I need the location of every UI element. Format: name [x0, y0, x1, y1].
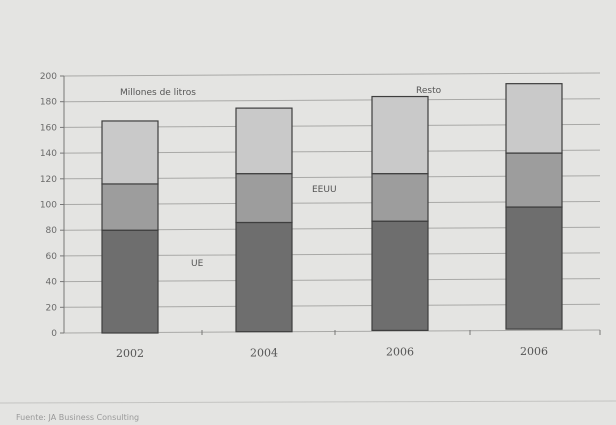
x-axis: 2002 2004 2006 2006 [116, 345, 548, 360]
y-tick-label: 100 [40, 201, 57, 211]
y-tick-label: 0 [51, 329, 57, 339]
source-note: Fuente: JA Business Consulting [16, 413, 139, 422]
y-tick-label: 140 [40, 149, 57, 159]
y-axis-label: Millones de litros [120, 88, 196, 98]
bar-stack-1 [101, 120, 159, 334]
y-tick-label: 20 [46, 303, 58, 313]
series-label-eeuu: EEUU [312, 185, 337, 195]
bar-segment-resto [235, 107, 293, 175]
y-tick-label: 60 [46, 252, 58, 262]
y-tick-label: 80 [46, 226, 58, 236]
bar-segment-resto [101, 120, 159, 185]
x-tick-label: 2006 [520, 345, 548, 358]
bar-segment-ue [235, 221, 293, 333]
bar-segment-resto [505, 83, 563, 154]
x-tick-label: 2002 [116, 347, 144, 360]
bar-segment-eeuu [505, 152, 563, 208]
y-tick-label: 40 [46, 278, 58, 288]
series-label-ue: UE [191, 259, 204, 269]
bar-segment-ue [505, 206, 563, 330]
bars [101, 83, 563, 334]
y-axis: 0 20 40 60 80 100 120 140 160 180 200 [40, 72, 601, 339]
bar-segment-eeuu [371, 173, 429, 222]
bar-segment-ue [101, 229, 159, 334]
bar-stack-4 [505, 83, 563, 330]
bar-stack-3 [371, 95, 429, 332]
x-tick-label: 2004 [250, 346, 278, 359]
y-tick-label: 120 [40, 175, 57, 185]
bar-segment-resto [371, 95, 429, 175]
gridline [63, 72, 601, 77]
y-tick-label: 160 [40, 123, 57, 133]
bar-segment-eeuu [101, 183, 159, 231]
x-tick-label: 2006 [386, 346, 414, 359]
footer-divider [0, 400, 616, 404]
y-tick-label: 180 [40, 98, 57, 108]
bar-segment-ue [371, 220, 429, 332]
y-tick-label: 200 [40, 72, 57, 82]
series-label-resto: Resto [416, 86, 442, 96]
bar-segment-eeuu [235, 173, 293, 224]
bar-stack-2 [235, 107, 293, 333]
